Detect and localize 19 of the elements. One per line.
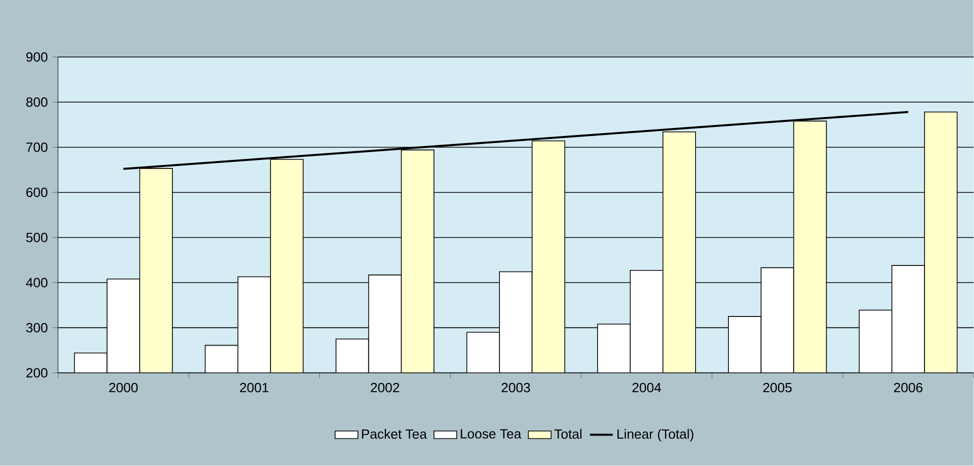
x-tick-label: 2000: [109, 382, 138, 392]
legend-label: Total: [554, 429, 582, 439]
y-tick-label: 900: [26, 52, 48, 62]
x-tick-label: 2003: [502, 382, 530, 392]
y-tick-label: 700: [26, 142, 48, 152]
y-tick-label: 200: [26, 368, 48, 378]
x-tick-label: 2004: [632, 382, 662, 392]
legend-label: Loose Tea: [460, 429, 522, 439]
x-tick-label: 2002: [370, 382, 400, 392]
x-tick-label: 2006: [894, 382, 922, 392]
legend-label: Linear (Total): [617, 429, 694, 442]
x-tick-label: 2005: [763, 382, 792, 392]
y-tick-label: 800: [26, 97, 48, 107]
legend-label: Packet Tea: [362, 429, 427, 439]
y-tick-label: 600: [26, 188, 48, 198]
y-tick-label: 400: [26, 278, 48, 288]
y-tick-label: 500: [26, 232, 48, 242]
y-tick-label: 300: [26, 323, 48, 333]
x-tick-label: 2001: [240, 382, 268, 392]
